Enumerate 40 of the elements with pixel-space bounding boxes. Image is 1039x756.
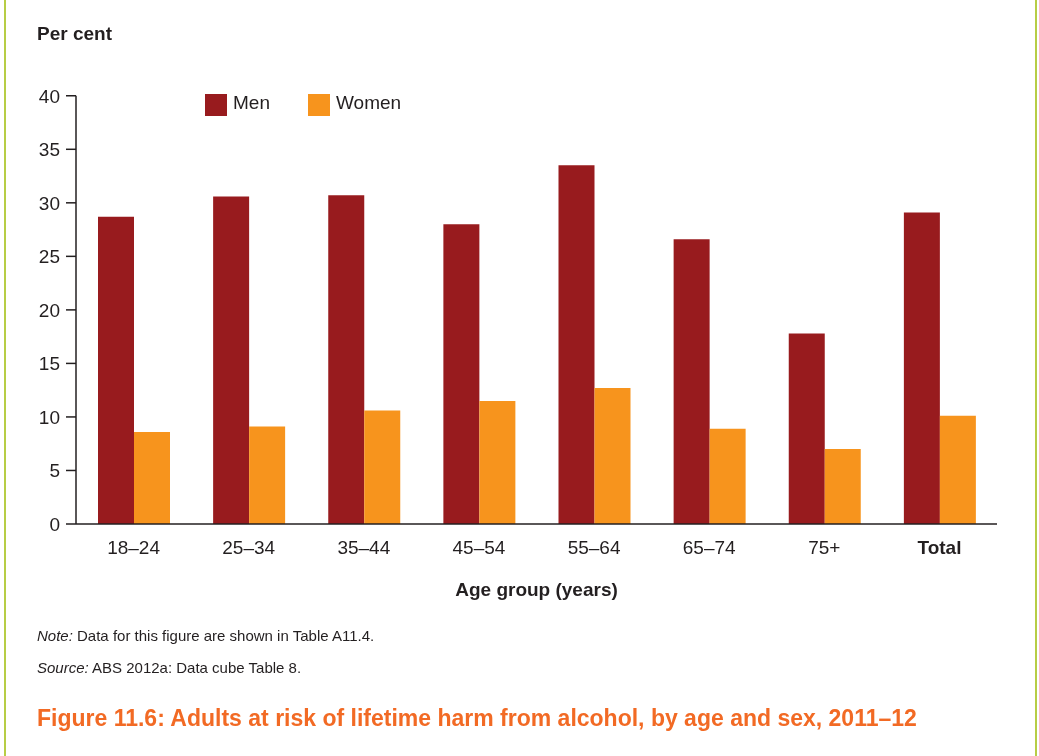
bar bbox=[98, 216, 134, 524]
y-tick-label: 20 bbox=[38, 299, 60, 321]
y-tick-label: 15 bbox=[38, 353, 60, 375]
x-tick-label: 18–24 bbox=[107, 537, 161, 559]
bar bbox=[709, 428, 746, 524]
x-tick-label: 65–74 bbox=[682, 537, 737, 559]
bar bbox=[249, 426, 286, 524]
text: Note: Data for this figure are shown in Table A11.4. bbox=[37, 627, 375, 644]
bar bbox=[939, 415, 976, 524]
legend-label: Men bbox=[233, 92, 270, 113]
bar bbox=[364, 410, 401, 524]
bar bbox=[903, 212, 940, 524]
y-tick-label: 35 bbox=[38, 139, 60, 161]
bar bbox=[788, 333, 825, 524]
bar bbox=[479, 400, 516, 524]
x-tick-label: 55–64 bbox=[567, 537, 621, 559]
bar bbox=[824, 449, 861, 524]
x-tick-label: 35–44 bbox=[337, 537, 391, 559]
bar bbox=[134, 431, 170, 524]
y-tick-label: 40 bbox=[38, 85, 60, 107]
x-tick-label: 25–34 bbox=[222, 537, 276, 559]
bar bbox=[328, 195, 365, 524]
y-tick-label: 30 bbox=[38, 192, 60, 214]
bar bbox=[594, 388, 631, 524]
y-tick-label: 5 bbox=[49, 460, 60, 482]
legend-label: Women bbox=[335, 92, 402, 113]
x-tick-label: 45–54 bbox=[452, 537, 506, 559]
bar bbox=[213, 196, 250, 524]
y-axis-title: Per cent bbox=[37, 23, 112, 45]
x-axis-title: Age group (years) bbox=[455, 579, 618, 600]
bar bbox=[673, 239, 710, 524]
bar bbox=[558, 165, 595, 524]
text: Figure 11.6: Adults at risk of lifetime harm from alcohol, by age and sex, 2011–12 bbox=[37, 705, 917, 732]
y-tick-label: 25 bbox=[38, 246, 60, 268]
y-tick-label: 0 bbox=[49, 513, 60, 535]
y-tick-label: 10 bbox=[38, 406, 60, 428]
x-tick-label: 75+ bbox=[808, 537, 841, 559]
x-tick-label: Total bbox=[917, 537, 962, 559]
source-note: Source: ABS 2012a: Data cube Table 8. bbox=[37, 659, 302, 676]
bar bbox=[443, 224, 480, 524]
